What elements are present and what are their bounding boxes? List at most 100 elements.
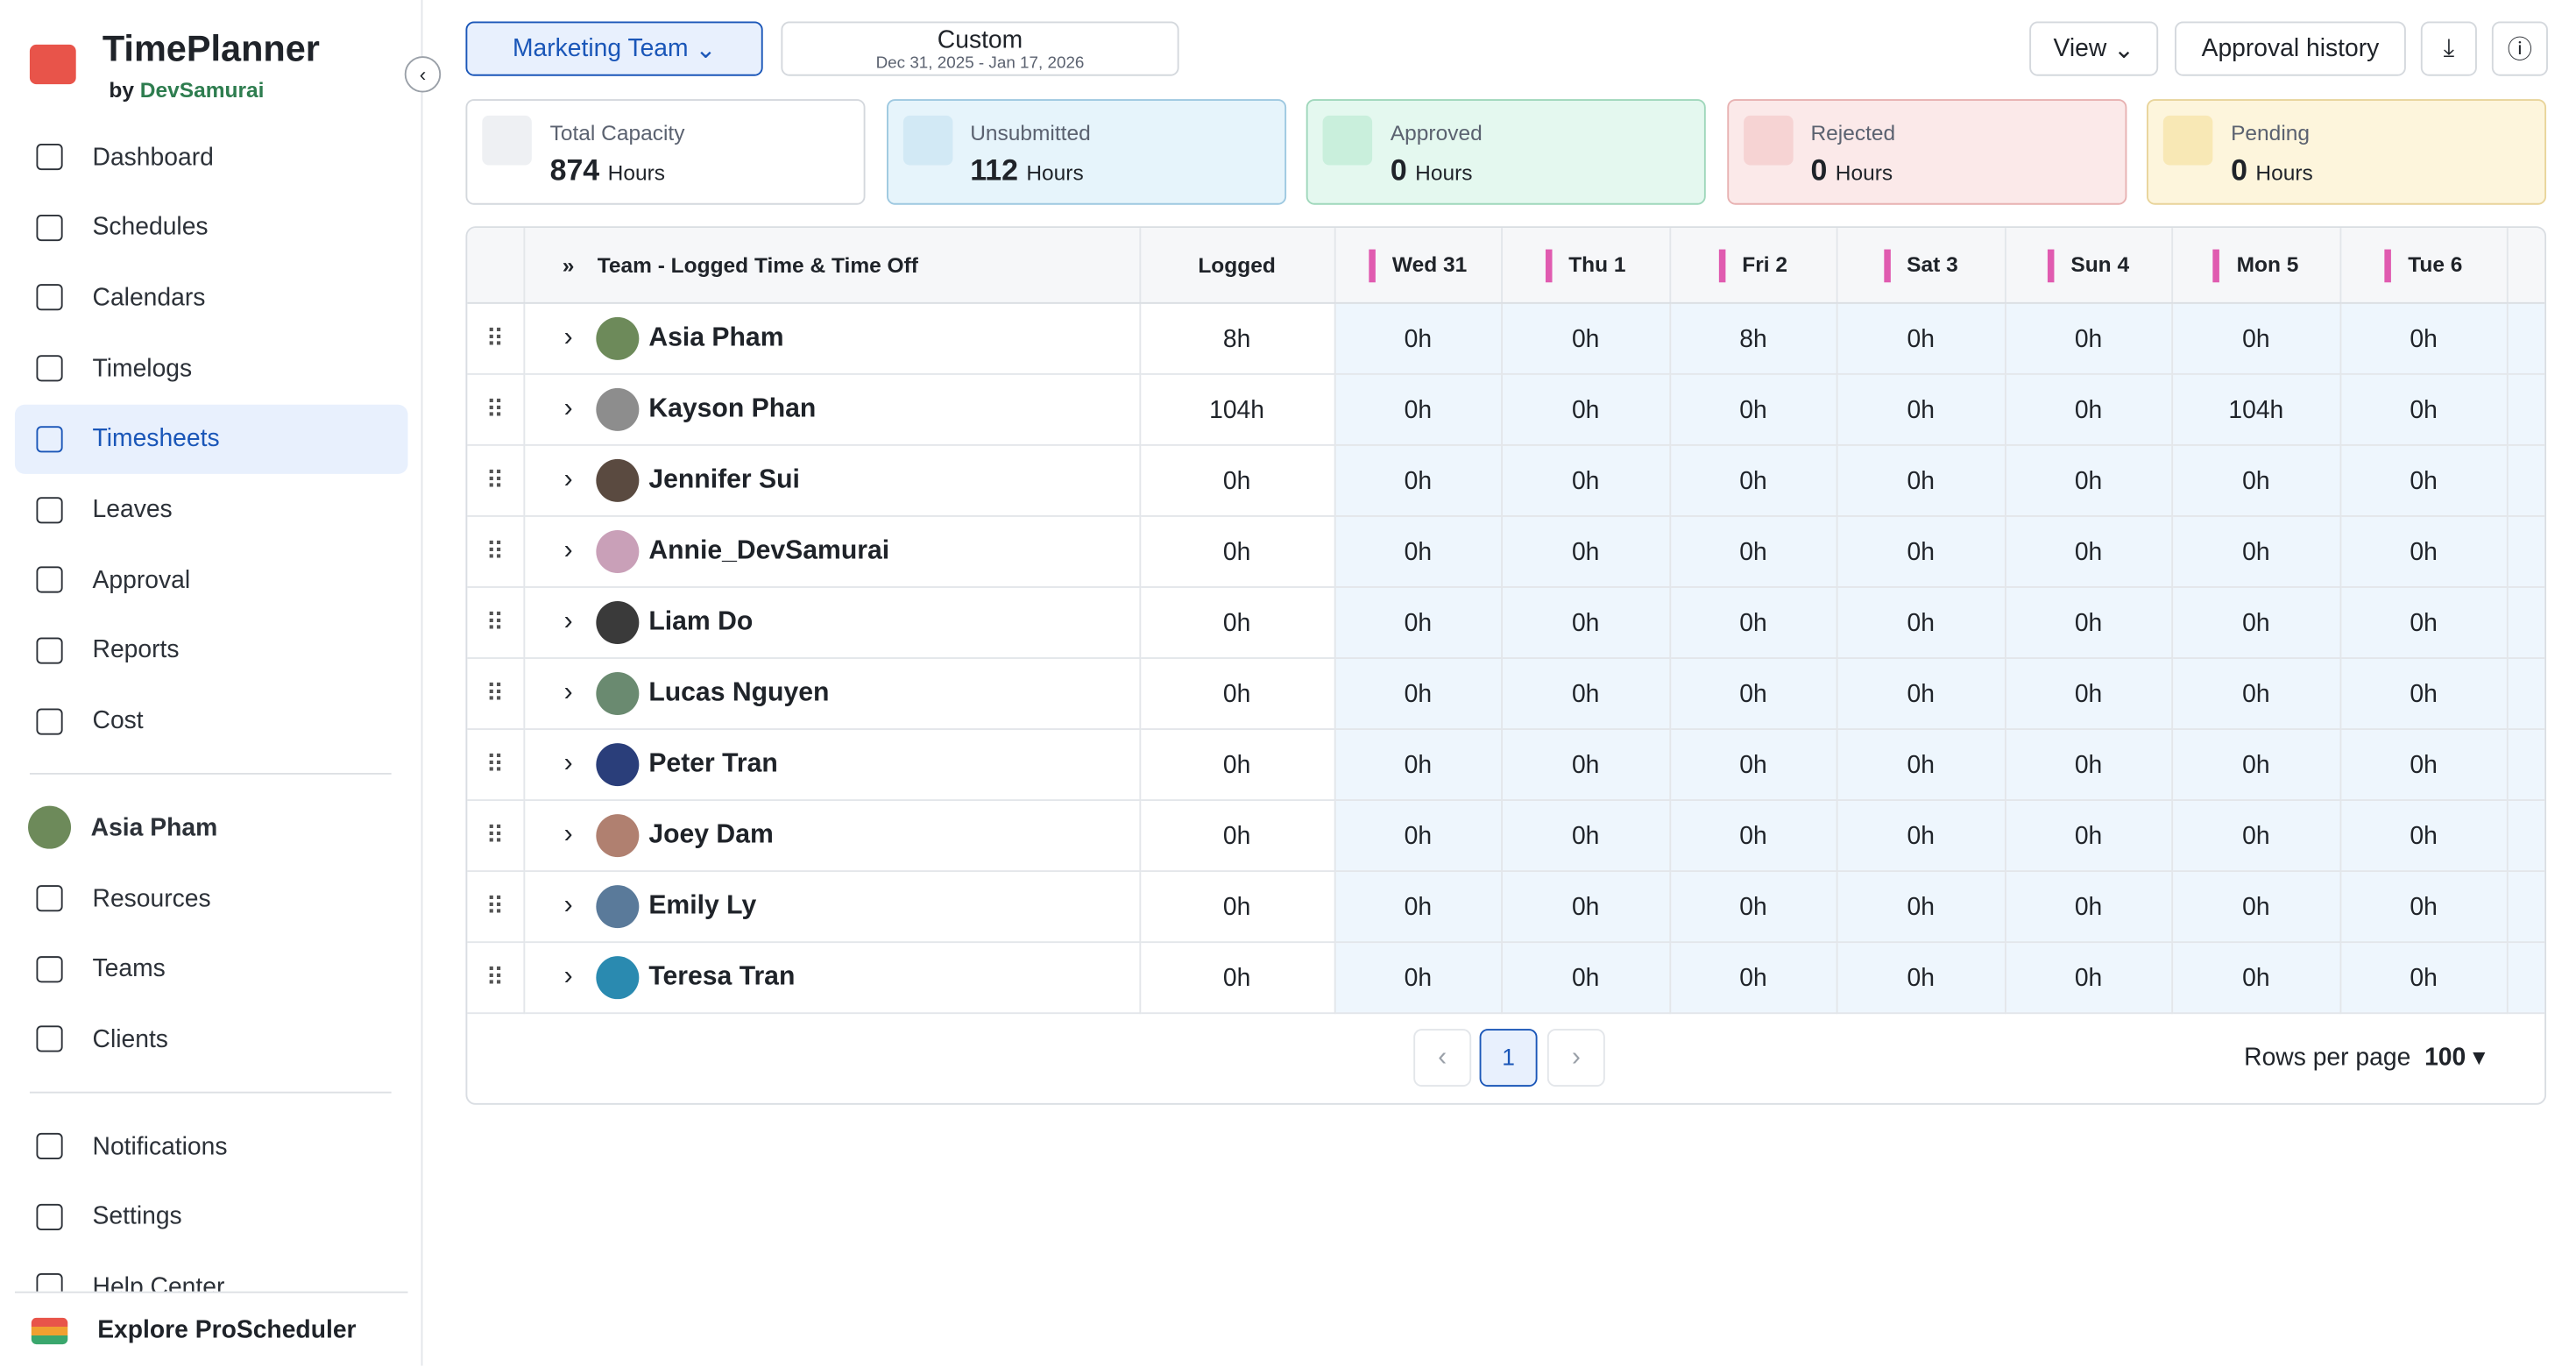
download-button[interactable]: ⤓ — [2420, 21, 2477, 76]
collapse-button[interactable]: ‹ — [404, 56, 442, 93]
team-select[interactable]: Marketing Team ⌄ — [465, 21, 763, 76]
nav-item[interactable]: Clients — [15, 1005, 408, 1074]
nav-item[interactable]: Timesheets — [14, 404, 408, 474]
table-cell: 0h — [1334, 515, 1503, 588]
expand-row[interactable]: › — [563, 607, 573, 637]
date-range[interactable]: Custom Dec 31, 2025 - Jan 17, 2026 — [781, 21, 1179, 76]
rows-select[interactable]: 100 — [2424, 1044, 2466, 1073]
drag-handle[interactable]: ⠿ — [467, 515, 525, 588]
info-button[interactable]: ⓘ — [2491, 21, 2548, 76]
table-cell: 0h — [1669, 515, 1838, 588]
nav-item[interactable]: Teams — [15, 934, 408, 1003]
nav-item[interactable]: Settings — [15, 1182, 408, 1251]
table-cell — [2507, 658, 2545, 730]
cell-text: 0h — [1404, 537, 1433, 566]
table-row: ⠿ › Joey Dam 0h 0h 0h 0h 0h 0h 0h 0h — [467, 800, 2545, 873]
cell-text: 0h — [1907, 608, 1935, 637]
stat-label: Approved — [1390, 120, 1483, 145]
table-row: ⠿ › Teresa Tran 0h 0h 0h 0h 0h 0h 0h 0h — [467, 942, 2545, 1015]
page-button[interactable]: 1 — [1479, 1029, 1538, 1087]
cell-text: 0h — [2242, 608, 2270, 637]
drag-handle[interactable]: ⠿ — [467, 729, 525, 802]
view-label: View — [2053, 34, 2107, 63]
drag-handle[interactable]: ⠿ — [467, 658, 525, 730]
cell-text: 0h — [2410, 608, 2438, 637]
drag-handle[interactable]: ⠿ — [467, 302, 525, 375]
day-marker — [2047, 248, 2055, 282]
table-cell: 0h — [1139, 800, 1335, 873]
cell-text: 0h — [2410, 537, 2438, 566]
nav-label: Settings — [92, 1202, 182, 1231]
header-cell: Thu 1 — [1502, 228, 1671, 304]
view-button[interactable]: View ⌄ — [2029, 21, 2159, 76]
prev-page[interactable]: ‹ — [1413, 1029, 1472, 1087]
cell-text: 0h — [1739, 963, 1767, 992]
table-cell: 0h — [2004, 800, 2174, 873]
table-cell: 0h — [2004, 729, 2174, 802]
nav-icon — [36, 955, 63, 982]
table-cell: 0h — [2339, 658, 2509, 730]
rows-per-page: Rows per page 100 ▾ — [2244, 1044, 2486, 1073]
cell-text: 0h — [1739, 892, 1767, 921]
drag-handle[interactable]: ⠿ — [467, 444, 525, 517]
cell-text: 0h — [2074, 608, 2103, 637]
expand-row[interactable]: › — [563, 536, 573, 565]
nav-item[interactable]: Cost — [15, 686, 408, 755]
cell-text: 0h — [1571, 750, 1600, 779]
drag-handle[interactable]: ⠿ — [467, 373, 525, 446]
user-item[interactable]: Asia Pham — [15, 793, 408, 862]
cell-text: 0h — [1739, 466, 1767, 495]
table-cell: 0h — [2339, 586, 2509, 659]
nav-item[interactable]: Resources — [15, 864, 408, 933]
cell-text: 0h — [2410, 395, 2438, 424]
nav-item[interactable]: Reports — [15, 616, 408, 685]
header-cell: Sat 3 — [1836, 228, 2006, 304]
nav-item[interactable]: Notifications — [15, 1111, 408, 1180]
day-marker — [1545, 248, 1553, 282]
drag-handle[interactable]: ⠿ — [467, 871, 525, 944]
explore-bar[interactable]: Explore ProScheduler — [14, 1291, 408, 1367]
expand-row[interactable]: › — [563, 750, 573, 779]
expand-row[interactable]: › — [563, 394, 573, 423]
nav-label: Calendars — [92, 283, 206, 312]
nav-item[interactable]: Schedules — [15, 193, 408, 262]
cell-text: 0h — [2242, 324, 2270, 353]
expand-all[interactable]: » — [562, 252, 575, 278]
nav-icon — [36, 284, 63, 312]
drag-handle[interactable]: ⠿ — [467, 586, 525, 659]
cell-text: 0h — [2074, 466, 2103, 495]
header-cell: Wed 31 — [1334, 228, 1503, 304]
nav-icon — [36, 1026, 63, 1053]
nav-item[interactable]: Dashboard — [15, 122, 408, 191]
table-cell: › Peter Tran — [523, 729, 1141, 802]
cell-text: 0h — [1907, 537, 1935, 566]
team-label: Marketing Team — [512, 34, 689, 63]
table-cell: 0h — [2004, 373, 2174, 446]
nav-item[interactable]: Approval — [15, 545, 408, 614]
expand-row[interactable]: › — [563, 323, 573, 352]
table-cell: 0h — [1139, 658, 1335, 730]
header-cell: » Team - Logged Time & Time Off — [523, 228, 1141, 304]
expand-row[interactable]: › — [563, 963, 573, 992]
cell-text: 0h — [2410, 466, 2438, 495]
table-cell: 0h — [2339, 729, 2509, 802]
table-cell: 0h — [2004, 658, 2174, 730]
table-cell: 0h — [1669, 658, 1838, 730]
nav-item[interactable]: Timelogs — [15, 334, 408, 403]
expand-row[interactable]: › — [563, 892, 573, 921]
expand-row[interactable]: › — [563, 679, 573, 708]
expand-row[interactable]: › — [563, 821, 573, 850]
nav-item[interactable]: Calendars — [15, 263, 408, 332]
nav-item[interactable]: Leaves — [15, 475, 408, 544]
drag-handle[interactable]: ⠿ — [467, 800, 525, 873]
avatar — [596, 458, 640, 502]
history-button[interactable]: Approval history — [2175, 21, 2406, 76]
next-page[interactable]: › — [1546, 1029, 1605, 1087]
stat-unit: Hours — [1835, 159, 1893, 186]
expand-row[interactable]: › — [563, 465, 573, 494]
table-cell: 0h — [2172, 658, 2341, 730]
cell-text: 0h — [2410, 963, 2438, 992]
nav-icon — [36, 214, 63, 241]
drag-handle[interactable]: ⠿ — [467, 942, 525, 1015]
nav-label: Approval — [92, 565, 191, 594]
